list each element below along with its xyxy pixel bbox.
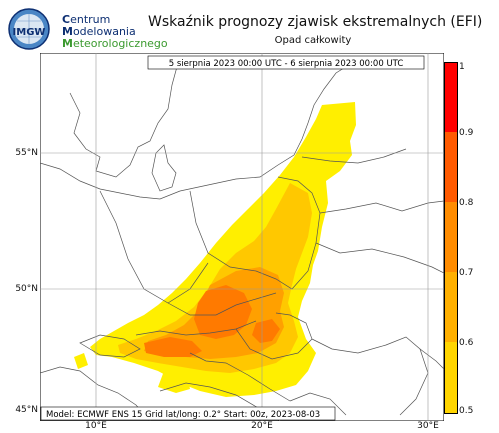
border-slovenia-croatia: [189, 352, 291, 402]
coastline-north: [40, 162, 181, 200]
lat-label-55n: 55°N: [15, 148, 38, 158]
colorbar-tick-0-8: 0.8: [459, 198, 474, 208]
lon-label-10e: 10°E: [85, 421, 107, 431]
border-romania: [311, 336, 429, 416]
date-range: 5 sierpnia 2023 00:00 UTC - 6 sierpnia 2…: [169, 59, 404, 69]
colorbar-segment-1: [444, 62, 458, 132]
efi-area-0-6b: [158, 371, 190, 393]
colorbar-segment-2: [444, 132, 458, 202]
lon-label-30e: 30°E: [417, 421, 439, 431]
coastline-baltic: [179, 58, 371, 192]
logo-text: IMGW: [13, 27, 46, 38]
lon-label-20e: 20°E: [251, 421, 273, 431]
colorbar-tick-0-6: 0.6: [459, 338, 474, 348]
border-austria: [135, 320, 257, 336]
colorbar-tick-0-5: 0.5: [459, 406, 474, 416]
org-initial-3: M: [62, 37, 73, 50]
org-word-2: odelowania: [72, 25, 136, 38]
coastline-black-sea: [419, 348, 444, 370]
border-serbia: [289, 392, 347, 416]
page-title: Wskaźnik prognozy zjawisk ekstremalnych …: [148, 14, 483, 30]
border-hungary: [235, 312, 313, 360]
org-word-3: eteorologicznego: [72, 37, 168, 50]
border-belarus: [319, 200, 444, 214]
colorbar-tick-0-7: 0.7: [459, 268, 474, 278]
coastline-denmark: [151, 144, 177, 192]
colorbar-segment-5: [444, 342, 458, 414]
organization-name: Centrum Modelowania Meteorologicznego: [62, 14, 168, 50]
border-ukraine: [315, 242, 444, 274]
org-initial-2: M: [62, 25, 73, 38]
border-czech: [167, 292, 277, 316]
efi-area-0-9: [194, 285, 252, 339]
page-subtitle: Opad całkowity: [274, 35, 352, 46]
colorbar-segment-3: [444, 202, 458, 272]
lat-label-50n: 50°N: [15, 284, 38, 294]
imgw-logo: IMGW: [8, 8, 50, 50]
model-info: Model: ECMWF ENS 15 Grid lat/long: 0.2° …: [46, 410, 320, 420]
efi-area-0-6c: [74, 353, 88, 369]
lat-label-45n: 45°N: [15, 405, 38, 415]
border-lithuania: [301, 148, 407, 164]
efi-area-0-9c: [252, 319, 280, 343]
coastline-italy: [40, 366, 151, 421]
org-word-1: entrum: [70, 13, 111, 26]
efi-map: 5 sierpnia 2023 00:00 UTC - 6 sierpnia 2…: [40, 53, 444, 421]
efi-area-0-9b: [144, 337, 202, 357]
org-initial-1: C: [62, 13, 71, 26]
efi-colorbar: [444, 62, 458, 414]
colorbar-segment-4: [444, 272, 458, 342]
border-switzerland: [79, 334, 141, 358]
colorbar-tick-0-9: 0.9: [459, 128, 474, 138]
colorbar-tick-1: 1: [459, 62, 465, 72]
